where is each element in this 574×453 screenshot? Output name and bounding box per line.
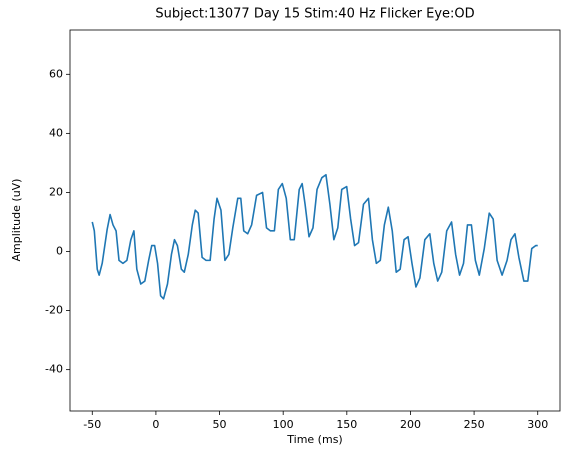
y-tick-label: 40 <box>49 126 63 139</box>
y-tick-label: 20 <box>49 185 63 198</box>
x-tick-label: -50 <box>83 418 101 431</box>
chart-title: Subject:13077 Day 15 Stim:40 Hz Flicker … <box>155 7 474 22</box>
x-tick-label: 100 <box>273 418 294 431</box>
x-tick-label: 250 <box>464 418 485 431</box>
x-axis-label: Time (ms) <box>286 433 342 446</box>
y-tick-label: 0 <box>56 245 63 258</box>
x-tick-label: 200 <box>400 418 421 431</box>
x-tick-label: 0 <box>152 418 159 431</box>
x-tick-label: 50 <box>213 418 227 431</box>
y-tick-label: -20 <box>45 304 63 317</box>
y-axis-label: Amplitude (uV) <box>10 179 23 262</box>
y-tick-label: 60 <box>49 67 63 80</box>
x-tick-label: 150 <box>336 418 357 431</box>
x-tick-label: 300 <box>527 418 548 431</box>
y-tick-label: -40 <box>45 363 63 376</box>
data-line <box>91 173 538 300</box>
plot-frame <box>69 29 561 412</box>
